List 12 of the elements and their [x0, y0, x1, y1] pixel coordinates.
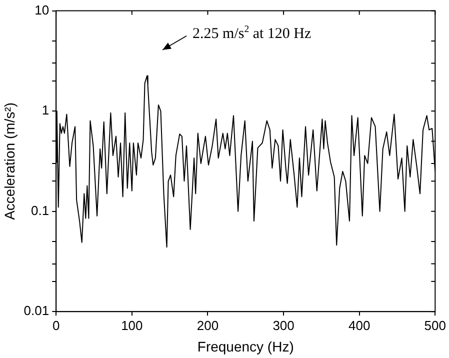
x-tick-label: 200	[196, 318, 219, 333]
y-axis-title: Acceleration (m/s²)	[1, 102, 18, 220]
y-tick-label: 10	[34, 2, 50, 18]
y-tick-label: 0.1	[31, 202, 50, 218]
x-axis-title: Frequency (Hz)	[197, 338, 294, 354]
y-tick-label: 1	[42, 102, 50, 118]
x-tick-label: 500	[424, 318, 446, 333]
x-tick-label: 0	[52, 318, 60, 333]
y-tick-label: 0.01	[24, 303, 50, 318]
x-tick-label: 100	[121, 318, 143, 333]
x-tick-label: 300	[272, 318, 294, 333]
x-tick-label: 400	[348, 318, 370, 333]
